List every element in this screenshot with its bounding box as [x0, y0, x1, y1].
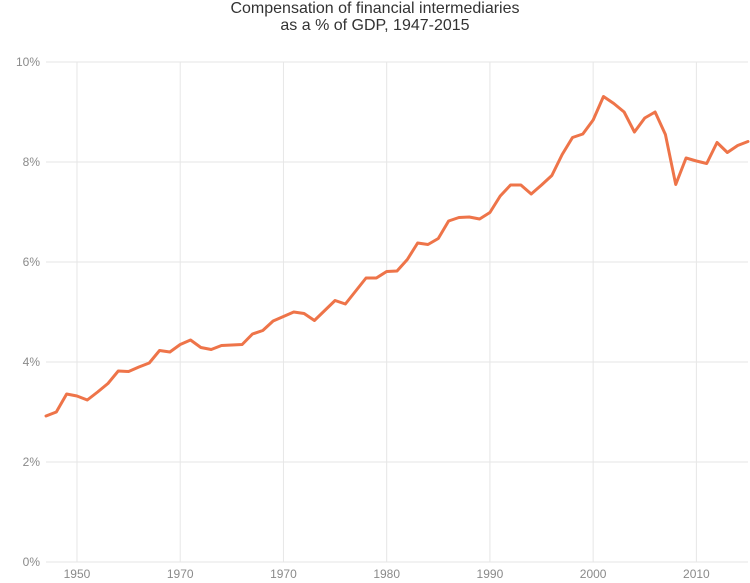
- data-point: [353, 289, 358, 294]
- x-tick-label: 1950: [64, 567, 91, 581]
- data-point: [85, 398, 90, 403]
- data-point: [54, 410, 59, 415]
- data-point: [44, 414, 49, 419]
- y-tick-label: 8%: [23, 155, 41, 169]
- series-line: [44, 95, 750, 418]
- data-point: [343, 302, 348, 307]
- data-point: [219, 343, 224, 348]
- data-point: [260, 328, 265, 333]
- x-tick-label: 1970: [270, 567, 297, 581]
- data-point: [663, 132, 668, 137]
- data-point: [126, 369, 131, 374]
- data-point: [529, 192, 534, 197]
- data-point: [622, 110, 627, 115]
- chart-title-line-2: as a % of GDP, 1947-2015: [280, 17, 469, 34]
- data-point: [694, 159, 699, 164]
- data-point: [395, 269, 400, 274]
- data-point: [116, 369, 121, 374]
- data-point: [611, 101, 616, 106]
- data-point: [673, 182, 678, 187]
- data-point: [384, 269, 389, 274]
- data-point: [312, 318, 317, 323]
- data-point: [291, 310, 296, 315]
- x-axis-ticks: 1950 1970 1970 1980 1990 2000 2010: [64, 567, 710, 581]
- data-point: [601, 94, 606, 99]
- data-point: [632, 130, 637, 135]
- data-point: [415, 241, 420, 246]
- data-point: [715, 140, 720, 145]
- data-point: [405, 257, 410, 262]
- data-point: [229, 343, 234, 348]
- y-tick-label: 6%: [23, 255, 41, 269]
- data-point: [591, 118, 596, 123]
- data-point: [64, 392, 69, 397]
- data-point: [364, 276, 369, 281]
- data-point: [333, 298, 338, 303]
- x-tick-label: 2010: [683, 567, 710, 581]
- y-tick-label: 0%: [23, 555, 41, 569]
- x-tick-label: 1980: [373, 567, 400, 581]
- data-point: [436, 236, 441, 241]
- data-point: [477, 217, 482, 222]
- data-point: [735, 143, 740, 148]
- x-tick-label: 2000: [580, 567, 607, 581]
- chart-title-line-1: Compensation of financial intermediaries: [230, 0, 519, 17]
- data-point: [580, 132, 585, 137]
- data-point: [322, 308, 327, 313]
- data-point: [642, 116, 647, 121]
- chart-title: Compensation of financial intermediaries…: [230, 0, 519, 34]
- data-point: [157, 348, 162, 353]
- data-point: [198, 345, 203, 350]
- x-tick-label: 1970: [167, 567, 194, 581]
- data-point: [704, 161, 709, 166]
- y-axis-ticks: 0% 2% 4% 6% 8% 10%: [16, 55, 40, 569]
- data-point: [725, 150, 730, 155]
- data-point: [167, 350, 172, 355]
- data-point: [281, 314, 286, 319]
- data-point: [570, 135, 575, 140]
- data-point: [147, 361, 152, 366]
- data-point: [240, 342, 245, 347]
- data-point: [250, 332, 255, 337]
- data-point: [539, 183, 544, 188]
- data-point: [178, 342, 183, 347]
- data-point: [271, 319, 276, 324]
- data-point: [446, 219, 451, 224]
- data-point: [560, 152, 565, 157]
- gridlines: [46, 61, 748, 563]
- data-point: [653, 110, 658, 115]
- series-layer: [44, 94, 750, 419]
- data-point: [188, 338, 193, 343]
- data-point: [95, 390, 100, 395]
- data-point: [136, 365, 141, 370]
- data-point: [74, 394, 79, 399]
- x-tick-label: 1990: [477, 567, 504, 581]
- y-tick-label: 4%: [23, 355, 41, 369]
- data-point: [105, 381, 110, 386]
- y-tick-label: 2%: [23, 455, 41, 469]
- data-point: [209, 347, 214, 352]
- data-point: [302, 311, 307, 316]
- data-point: [549, 173, 554, 178]
- data-point: [374, 276, 379, 281]
- data-point: [425, 242, 430, 247]
- data-point: [684, 156, 689, 161]
- data-point: [508, 183, 513, 188]
- data-point: [498, 194, 503, 199]
- data-point: [456, 215, 461, 220]
- y-tick-label: 10%: [16, 55, 40, 69]
- data-point: [487, 210, 492, 215]
- data-point: [518, 183, 523, 188]
- data-point: [467, 215, 472, 220]
